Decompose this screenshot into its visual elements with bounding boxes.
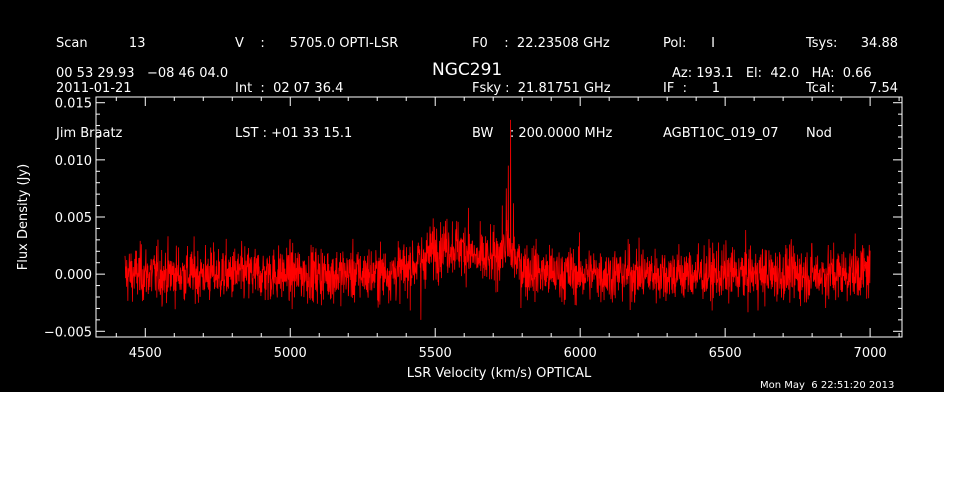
plot-timestamp: Mon May 6 22:51:20 2013 bbox=[760, 380, 895, 391]
header-tsys-value: 34.88 bbox=[860, 36, 898, 51]
header-int-line: Int : 02 07 36.4 bbox=[235, 81, 344, 96]
x-tick-label: 4500 bbox=[129, 346, 162, 361]
header-tsys-values: 34.88 7.54 bbox=[846, 6, 898, 156]
header-velocity-line: V : 5705.0 OPTI-LSR bbox=[235, 36, 399, 51]
header-procedure-label: Nod bbox=[806, 126, 832, 141]
header-coordinates: 00 53 29.93 −08 46 04.0 bbox=[56, 66, 229, 81]
y-tick-label: −0.005 bbox=[44, 325, 92, 340]
x-tick-label: 5000 bbox=[274, 346, 307, 361]
header-tsys-labels: Tsys: Tcal: Nod bbox=[806, 6, 837, 171]
header-pol-info: Pol: I IF : 1 AGBT10C_019_07 bbox=[663, 6, 779, 171]
y-tick-label: 0.000 bbox=[55, 268, 92, 283]
header-tsys-label: Tsys: bbox=[806, 36, 838, 51]
x-tick-label: 7000 bbox=[854, 346, 887, 361]
header-if-line: IF : 1 bbox=[663, 81, 721, 96]
header-tcal-value: 7.54 bbox=[869, 81, 898, 96]
header-lst-line: LST : +01 33 15.1 bbox=[235, 126, 353, 141]
header-velocity-info: V : 5705.0 OPTI-LSR Int : 02 07 36.4 LST… bbox=[235, 6, 398, 171]
spectrum-trace-layer bbox=[124, 119, 871, 320]
spectrum-plot-window: Scan 13 2011-01-21 Jim Braatz V : 5705.0… bbox=[0, 0, 944, 392]
header-tcal-label: Tcal: bbox=[806, 81, 835, 96]
x-tick-label: 6500 bbox=[709, 346, 742, 361]
header-frequency-info: F0 : 22.23508 GHz Fsky : 21.81751 GHz BW… bbox=[472, 6, 612, 171]
header-scan-info: Scan 13 2011-01-21 Jim Braatz bbox=[56, 6, 145, 171]
header-bw-line: BW : 200.0000 MHz bbox=[472, 126, 613, 141]
header-f0-line: F0 : 22.23508 GHz bbox=[472, 36, 610, 51]
header-observer-line: Jim Braatz bbox=[56, 126, 123, 141]
header-pointing: Az: 193.1 El: 42.0 HA: 0.66 bbox=[672, 66, 872, 81]
plot-axes-frame bbox=[95, 96, 903, 338]
source-name-title: NGC291 bbox=[432, 60, 503, 80]
y-tick-label: 0.015 bbox=[55, 97, 92, 112]
spectrum-trace-line bbox=[124, 119, 871, 320]
y-axis-label: Flux Density (Jy) bbox=[16, 164, 31, 270]
x-tick-label: 6000 bbox=[564, 346, 597, 361]
axis-ticks: 4500 5000 5500 6000 6500 7000 −0.005 0.000 0.005… bbox=[44, 97, 902, 361]
header-scan-line: Scan 13 bbox=[56, 36, 146, 51]
spectrum-chart: 4500 5000 5500 6000 6500 7000 −0.005 0.000 0.005… bbox=[16, 96, 903, 381]
header-project-line: AGBT10C_019_07 bbox=[663, 126, 779, 141]
y-tick-label: 0.010 bbox=[55, 154, 92, 169]
x-axis-label: LSR Velocity (km/s) OPTICAL bbox=[407, 366, 592, 381]
header-pol-line: Pol: I bbox=[663, 36, 715, 51]
header-date-line: 2011-01-21 bbox=[56, 81, 132, 96]
x-tick-label: 5500 bbox=[419, 346, 452, 361]
header-fsky-line: Fsky : 21.81751 GHz bbox=[472, 81, 611, 96]
y-tick-label: 0.005 bbox=[55, 211, 92, 226]
